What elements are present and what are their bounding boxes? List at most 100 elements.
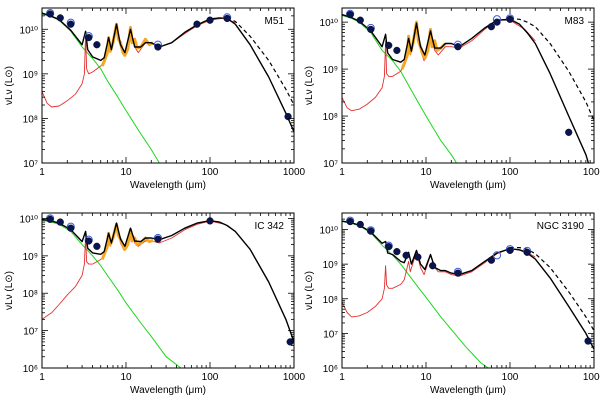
x-tick-label: 100 xyxy=(502,167,519,178)
photometry-point xyxy=(356,220,364,229)
photometry-point xyxy=(584,337,592,345)
x-tick-label: 1 xyxy=(339,167,345,178)
x-tick-label: 1 xyxy=(39,372,45,383)
photometry-point xyxy=(506,246,514,254)
photometry-point xyxy=(523,248,531,256)
photometry-point xyxy=(56,14,64,22)
x-axis-label: Wavelength (μm) xyxy=(130,385,206,396)
x-tick-label: 10 xyxy=(120,167,132,178)
x-tick-label: 100 xyxy=(202,372,219,383)
panel-ngc3190: 1 10 100 1000 10⁶ 10⁷ 10⁸ 10⁹ 10¹⁰ Wavelength (μm… xyxy=(304,212,600,396)
photometry-point xyxy=(56,218,64,226)
photometry-point xyxy=(154,235,162,243)
x-axis-label: Wavelength (μm) xyxy=(130,180,206,191)
x-tick-label: 1000 xyxy=(283,372,306,383)
y-tick-label: 10¹⁰ xyxy=(320,226,338,237)
photometry-point xyxy=(506,15,514,23)
y-tick-label: 10⁷ xyxy=(23,327,38,338)
series-total-alt-line xyxy=(509,17,594,121)
photometry-point xyxy=(393,46,401,55)
series-total-line xyxy=(42,218,294,343)
series-dust-line xyxy=(342,19,536,112)
x-axis-label: Wavelength (μm) xyxy=(430,385,506,396)
series-total-line xyxy=(342,13,590,163)
x-tick-label: 1 xyxy=(339,372,345,383)
y-tick-label: 10⁶ xyxy=(323,364,338,375)
photometry-point xyxy=(193,20,201,28)
photometry-point xyxy=(454,269,462,277)
photometry-point xyxy=(93,41,101,49)
photometry-point xyxy=(493,18,501,26)
series-total-line xyxy=(42,12,294,133)
series-stellar-line xyxy=(42,13,160,163)
x-tick-label: 1000 xyxy=(583,372,600,383)
y-tick-label: 10⁸ xyxy=(323,295,338,306)
x-tick-label: 10 xyxy=(120,372,132,383)
y-tick-label: 10⁷ xyxy=(323,159,338,170)
photometry-point xyxy=(346,10,354,19)
series-irs-line xyxy=(100,222,154,261)
x-tick-label: 100 xyxy=(202,167,219,178)
y-tick-label: 10¹⁰ xyxy=(320,18,338,29)
panel-title: IC 342 xyxy=(255,221,285,232)
photometry-point xyxy=(67,224,75,232)
y-tick-label: 10¹⁰ xyxy=(20,25,38,36)
photometry-point xyxy=(356,16,364,24)
x-axis-label: Wavelength (μm) xyxy=(430,180,506,191)
y-tick-label: 10⁶ xyxy=(23,364,38,375)
y-axis-label: νLν (L⊙) xyxy=(4,271,15,310)
photometry-point xyxy=(85,34,93,42)
y-tick-label: 10⁹ xyxy=(23,70,38,81)
panel-title: M83 xyxy=(565,16,585,27)
series-total-alt-line xyxy=(510,247,594,331)
photometry-point xyxy=(346,217,354,226)
photometry-point xyxy=(565,128,573,136)
photometry-point xyxy=(429,262,437,270)
panel-ic342: 1 10 100 1000 10⁶ 10⁷ 10⁸ 10⁹ 10¹⁰ Wavelength (μm… xyxy=(4,212,306,396)
plot-frame xyxy=(341,212,595,369)
y-tick-label: 10⁸ xyxy=(23,114,38,125)
series-stellar-line xyxy=(342,14,458,163)
x-tick-label: 1 xyxy=(39,167,45,178)
photometry-point xyxy=(93,242,101,250)
photometry-point xyxy=(206,16,214,24)
y-tick-label: 10¹⁰ xyxy=(20,214,38,225)
photometry-point xyxy=(385,243,393,251)
y-tick-label: 10⁸ xyxy=(23,289,38,300)
panel-title: NGC 3190 xyxy=(537,221,585,232)
plot-frame xyxy=(41,212,295,369)
y-tick-label: 10⁹ xyxy=(23,252,38,263)
photometry-point xyxy=(223,14,231,23)
photometry-point xyxy=(367,25,375,34)
x-tick-label: 1000 xyxy=(583,167,600,178)
photometry-point xyxy=(67,20,75,28)
panel-m51: 1 10 100 1000 10⁷ 10⁸ 10⁹ 10¹⁰ Wavelength (μm) νL… xyxy=(4,7,306,191)
panel-title: M51 xyxy=(265,16,285,27)
plot-frame xyxy=(341,7,595,164)
photometry-point xyxy=(367,227,375,235)
y-tick-label: 10⁷ xyxy=(23,159,38,170)
series-stellar-line xyxy=(342,221,489,368)
photometry-point xyxy=(85,237,93,245)
y-tick-label: 10⁹ xyxy=(323,65,338,76)
photometry-point xyxy=(487,23,495,31)
series-irs-line xyxy=(400,20,447,70)
x-tick-label: 10 xyxy=(420,372,432,383)
photometry-point xyxy=(385,41,393,49)
series-dust-line xyxy=(42,220,236,320)
photometry-open-point xyxy=(492,251,502,260)
x-tick-label: 100 xyxy=(502,372,519,383)
x-tick-label: 10 xyxy=(420,167,432,178)
photometry-point xyxy=(402,251,410,259)
photometry-point xyxy=(487,256,495,264)
photometry-point xyxy=(454,43,462,51)
photometry-point xyxy=(284,112,292,121)
photometry-point xyxy=(414,253,422,261)
photometry-point xyxy=(393,248,401,256)
y-tick-label: 10⁸ xyxy=(323,112,338,123)
x-tick-label: 1000 xyxy=(283,167,306,178)
series-total-alt-line xyxy=(226,17,294,106)
photometry-point xyxy=(46,215,54,223)
y-tick-label: 10⁹ xyxy=(323,260,338,271)
